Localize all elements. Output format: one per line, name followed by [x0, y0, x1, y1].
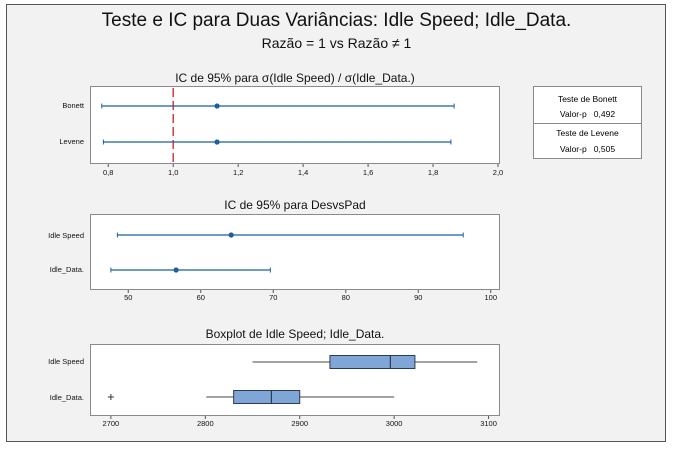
stdev-axis-tick-label: 80 [341, 293, 350, 302]
boxplot-axis-tick-label: 2700 [102, 419, 120, 428]
stdev-ci-ylabel-idle-speed: Idle Speed [48, 231, 84, 240]
bonett-p-label: Valor-p [559, 109, 587, 119]
ratio-ci-panel [90, 86, 500, 164]
ratio-axis-tick-label: 1,0 [167, 168, 179, 177]
ratio-axis-tick-label: 0,8 [103, 168, 114, 177]
stdev-axis-tick-label: 100 [484, 293, 497, 302]
boxplot-box [329, 355, 416, 369]
boxplot-axis-tick-label: 2800 [196, 419, 214, 428]
ratio-ci-title: IC de 95% para σ(Idle Speed) / σ(Idle_Da… [175, 71, 415, 85]
levene-test-label: Teste de Levene [556, 128, 619, 138]
bonett-test-label: Teste de Bonett [557, 94, 618, 104]
ratio-axis-tick-label: 1,2 [232, 168, 244, 177]
ratio-estimate-point [214, 139, 220, 145]
ratio-estimate-point [214, 103, 220, 109]
boxplot-ylabel-idle-speed: Idle Speed [48, 357, 84, 366]
boxplot-axis-tick-label: 2900 [291, 419, 309, 428]
boxplot-axis-tick-label: 3100 [480, 419, 497, 428]
stdev-axis-tick-label: 50 [124, 293, 133, 302]
stdev-estimate-point [173, 267, 179, 273]
levene-p-row: Valor-p 0,505 [534, 144, 641, 154]
stdev-axis-tick-label: 60 [196, 293, 205, 302]
levene-p-value: 0,505 [593, 144, 616, 154]
levene-p-label: Valor-p [559, 144, 587, 154]
stdev-axis-tick-label: 70 [269, 293, 278, 302]
stdev-ci-ylabel-idle-data: Idle_Data. [49, 265, 84, 274]
bonett-p-value: 0,492 [593, 109, 616, 119]
ratio-axis-tick-label: 1,4 [297, 168, 309, 177]
ratio-axis-tick-label: 2,0 [492, 168, 504, 177]
stdev-estimate-point [228, 232, 234, 238]
boxplot-ylabel-idle-data: Idle_Data. [49, 393, 84, 402]
test-results-box: Teste de Bonett Valor-p 0,492 Teste de L… [533, 86, 642, 159]
ratio-ci-ylabel-levene: Levene [59, 137, 84, 146]
stdev-ci-title: IC de 95% para DesvsPad [224, 198, 366, 212]
stdev-ci-panel [90, 214, 500, 290]
test-results-divider [534, 123, 641, 124]
ratio-axis-tick-label: 1,6 [362, 168, 374, 177]
page-subtitle: Razão = 1 vs Razão ≠ 1 [261, 35, 412, 51]
ratio-axis-tick-label: 1,8 [427, 168, 439, 177]
bonett-p-row: Valor-p 0,492 [534, 109, 641, 119]
boxplot-axis-tick-label: 3000 [385, 419, 403, 428]
stdev-axis-tick-label: 90 [414, 293, 423, 302]
boxplot-title: Boxplot de Idle Speed; Idle_Data. [205, 327, 385, 341]
ratio-ci-ylabel-bonett: Bonett [62, 101, 84, 110]
page-title: Teste e IC para Duas Variâncias: Idle Sp… [101, 10, 572, 31]
boxplot-box [233, 390, 301, 404]
